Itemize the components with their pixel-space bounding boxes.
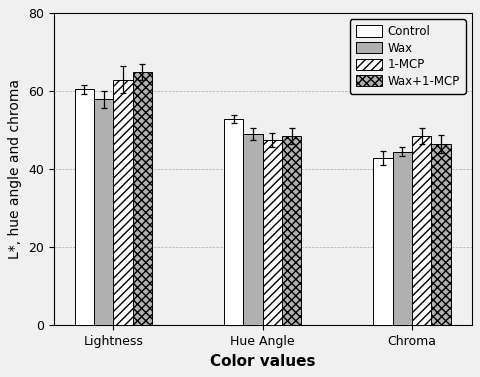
Bar [263,140,282,325]
Bar [432,144,451,325]
Bar [94,99,113,325]
Legend: Control, Wax, 1-MCP, Wax+1-MCP: Control, Wax, 1-MCP, Wax+1-MCP [350,19,466,93]
Bar [113,80,133,325]
X-axis label: Color values: Color values [210,354,315,369]
Bar [282,136,301,325]
Bar [74,89,94,325]
Bar [412,136,432,325]
Y-axis label: L*, hue angle and chroma: L*, hue angle and chroma [8,80,23,259]
Bar [224,119,243,325]
Bar [133,72,152,325]
Bar [243,134,263,325]
Bar [373,158,393,325]
Bar [393,152,412,325]
